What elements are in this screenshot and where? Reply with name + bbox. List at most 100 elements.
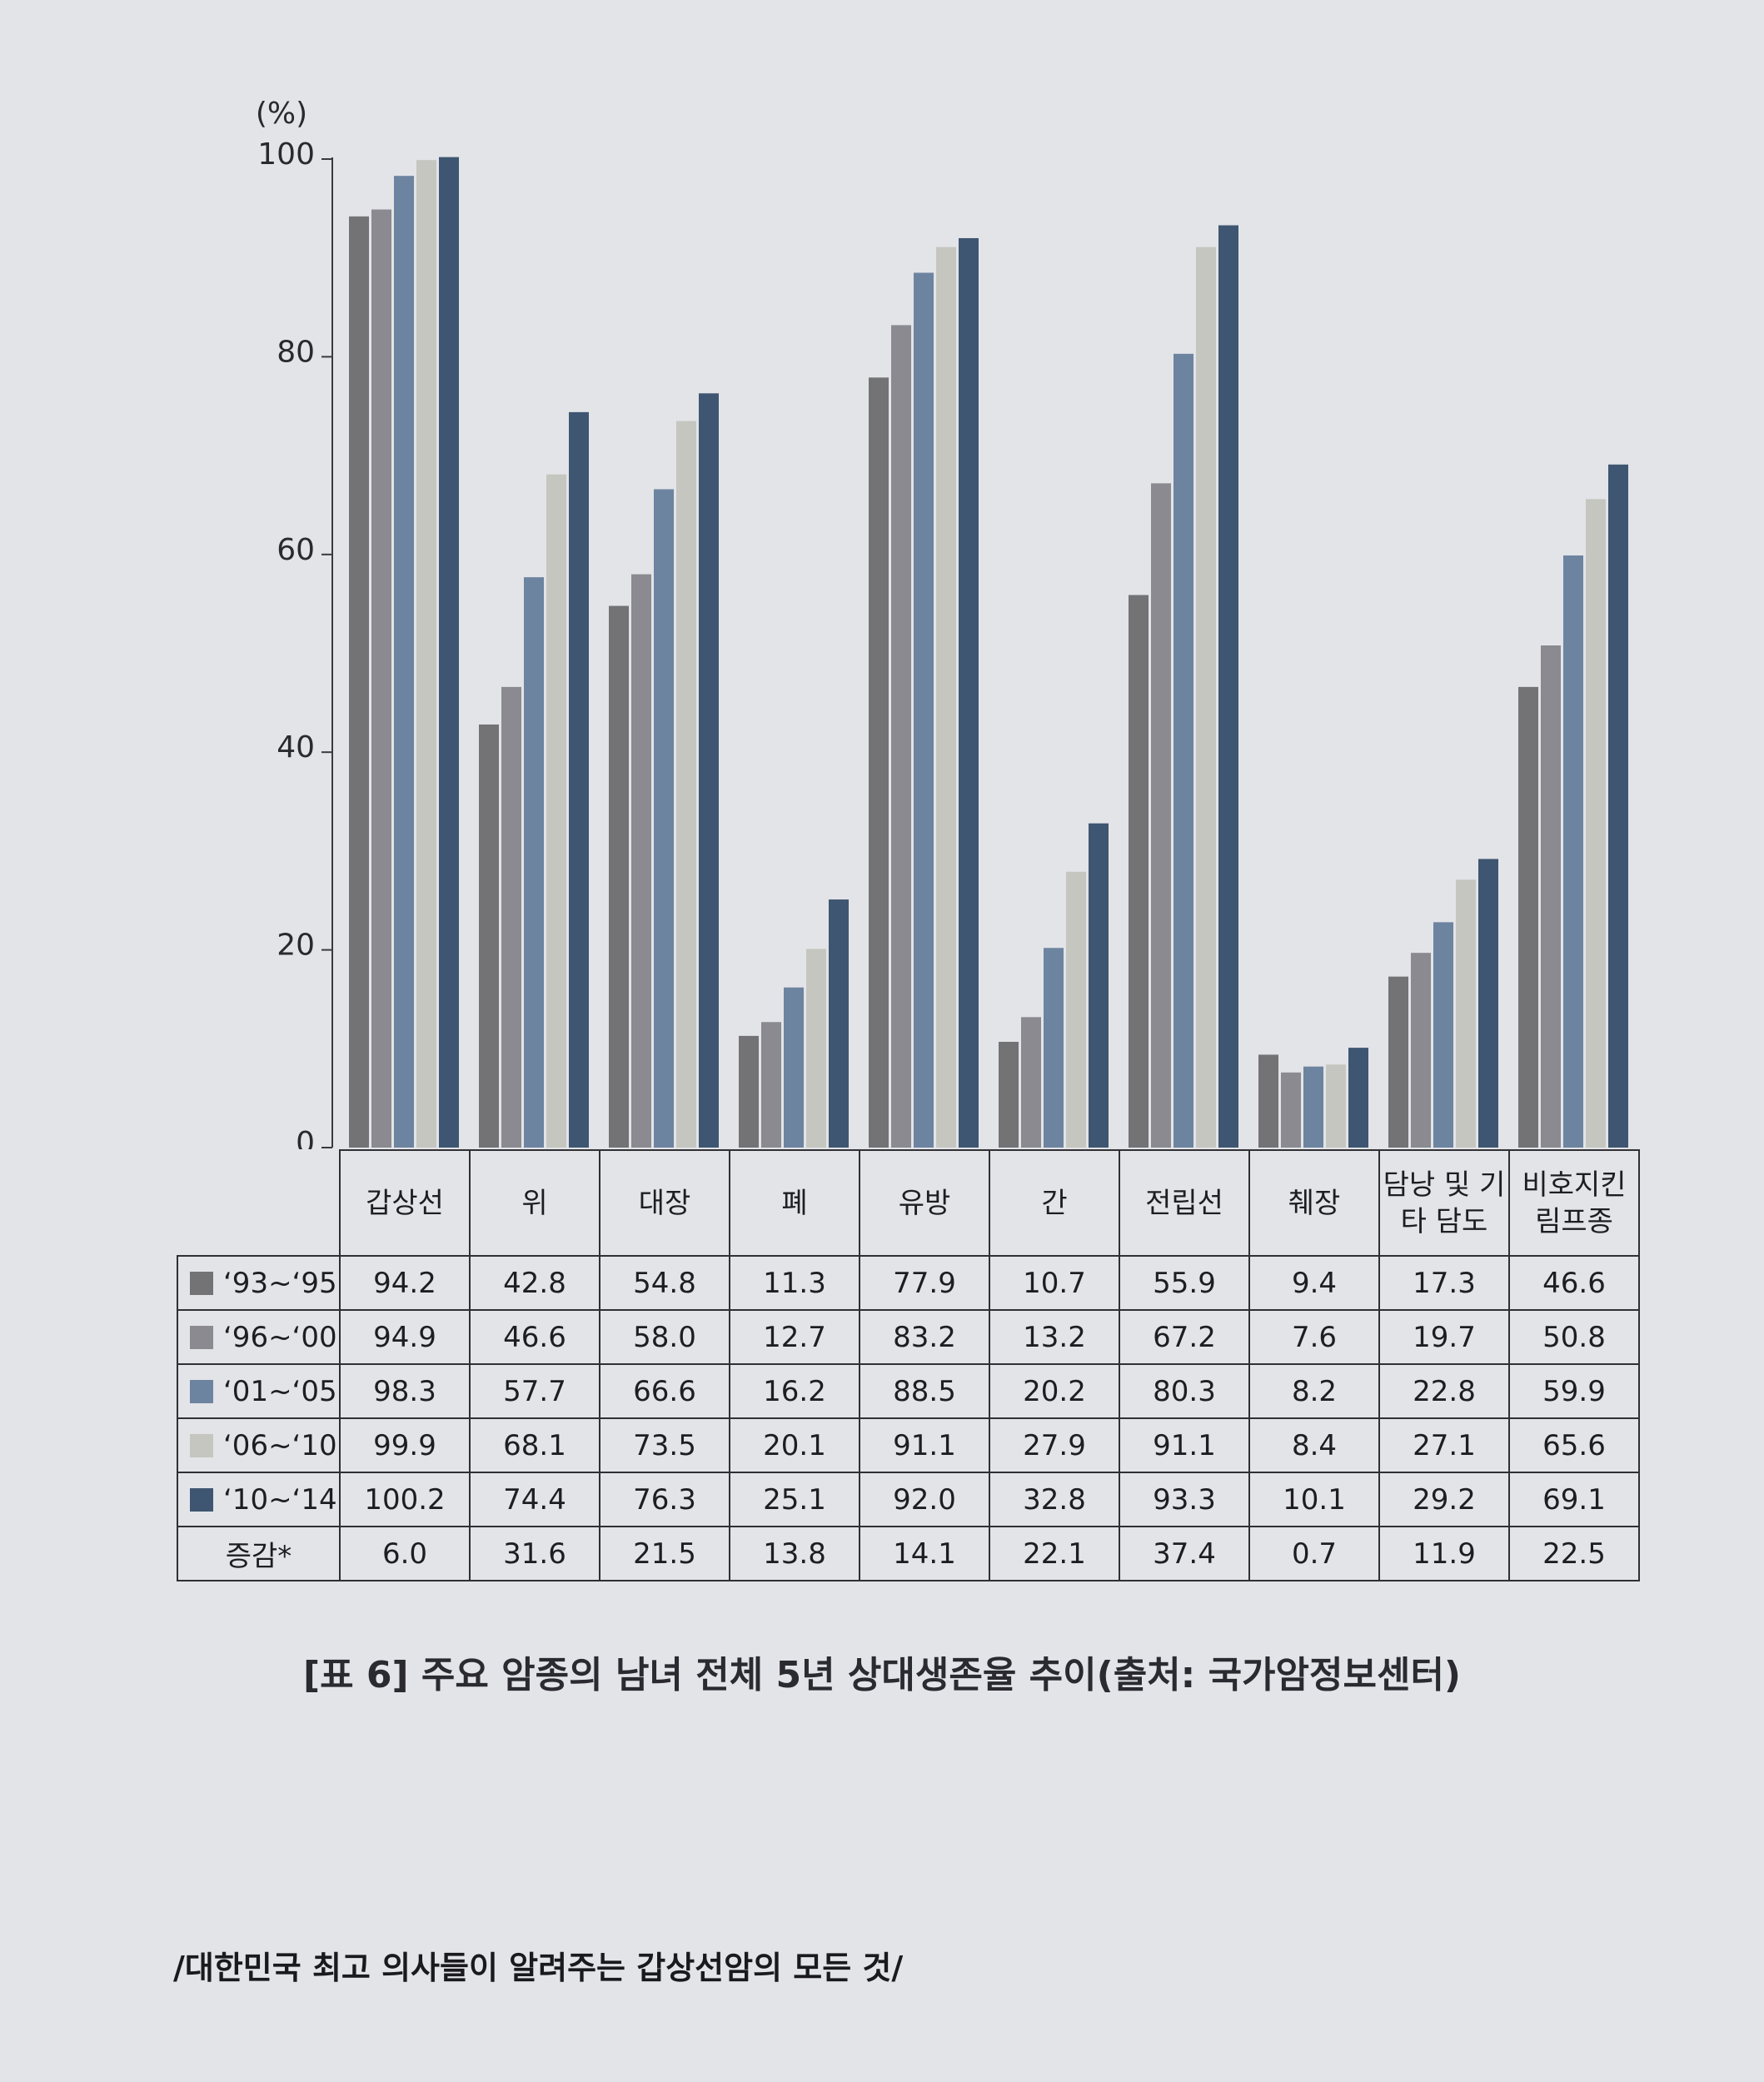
bar — [1456, 879, 1476, 1148]
bar — [761, 1022, 781, 1148]
value-cell: 46.6 — [1508, 1255, 1640, 1311]
bar — [1021, 1017, 1041, 1148]
bar — [1586, 499, 1606, 1148]
value-cell: 9.4 — [1248, 1255, 1380, 1311]
y-axis-label: (%) — [256, 97, 307, 131]
series-row: ‘06~‘10 99.9 68.1 73.5 20.1 91.1 27.9 91.1 8.4 27… — [177, 1417, 1640, 1473]
legend-swatch — [190, 1325, 213, 1349]
legend-swatch — [190, 1271, 213, 1295]
category-label: 폐 — [729, 1149, 860, 1257]
y-tick-label: 80 — [277, 335, 315, 369]
value-cell: 73.5 — [599, 1417, 730, 1473]
value-cell: 91.1 — [1119, 1417, 1250, 1473]
category-label: 갑상선 — [339, 1149, 471, 1257]
bar — [439, 157, 459, 1148]
value-cell: 27.9 — [989, 1417, 1120, 1473]
category-label: 대장 — [599, 1149, 730, 1257]
bar — [569, 411, 589, 1148]
value-cell: 32.8 — [989, 1472, 1120, 1527]
category-label: 위 — [469, 1149, 600, 1257]
value-cell: 46.6 — [469, 1309, 600, 1365]
change-cell: 22.1 — [989, 1526, 1120, 1581]
corner-cell — [177, 1150, 341, 1256]
bar — [936, 247, 956, 1148]
legend-swatch — [190, 1487, 213, 1512]
bar — [829, 899, 849, 1148]
value-cell: 67.2 — [1119, 1309, 1250, 1365]
bar — [1541, 645, 1561, 1148]
value-cell: 93.3 — [1119, 1472, 1250, 1527]
legend-label: ‘96~‘00 — [223, 1320, 337, 1354]
value-cell: 42.8 — [469, 1255, 600, 1311]
value-cell: 8.4 — [1248, 1417, 1380, 1473]
legend-cell: ‘10~‘14 — [177, 1472, 341, 1527]
bar — [1411, 953, 1431, 1148]
legend-label: ‘06~‘10 — [223, 1428, 337, 1462]
bar — [1151, 483, 1171, 1148]
legend-swatch — [190, 1379, 213, 1403]
value-cell: 20.1 — [729, 1417, 860, 1473]
change-cell: 11.9 — [1378, 1526, 1510, 1581]
y-tick-label: 60 — [277, 533, 315, 567]
legend-label: ‘01~‘05 — [223, 1374, 337, 1408]
bar — [524, 577, 544, 1148]
bar — [1218, 225, 1238, 1148]
legend-cell: ‘06~‘10 — [177, 1417, 341, 1473]
change-cell: 13.8 — [729, 1526, 860, 1581]
bar — [1326, 1064, 1346, 1148]
bar — [501, 686, 521, 1148]
value-cell: 92.0 — [859, 1472, 990, 1527]
bar — [654, 489, 674, 1148]
value-cell: 77.9 — [859, 1255, 990, 1311]
value-cell: 74.4 — [469, 1472, 600, 1527]
bar — [999, 1041, 1019, 1148]
bar — [1044, 948, 1064, 1148]
change-row: 증감* 6.0 31.6 21.5 13.8 14.1 22.1 37.4 0.7 11.9 22.… — [177, 1526, 1640, 1581]
bar — [869, 377, 889, 1148]
value-cell: 16.2 — [729, 1363, 860, 1419]
value-cell: 25.1 — [729, 1472, 860, 1527]
bar — [1258, 1054, 1278, 1148]
value-cell: 98.3 — [339, 1363, 471, 1419]
bar — [806, 949, 826, 1148]
bar — [394, 176, 414, 1148]
value-cell: 94.2 — [339, 1255, 471, 1311]
value-cell: 68.1 — [469, 1417, 600, 1473]
value-cell: 27.1 — [1378, 1417, 1510, 1473]
legend-label: ‘93~‘95 — [223, 1266, 337, 1300]
change-cell: 0.7 — [1248, 1526, 1380, 1581]
series-row: ‘93~‘95 94.2 42.8 54.8 11.3 77.9 10.7 55.9 9.4 17… — [177, 1255, 1640, 1311]
bar — [739, 1035, 759, 1148]
value-cell: 7.6 — [1248, 1309, 1380, 1365]
bar — [609, 605, 629, 1148]
value-cell: 83.2 — [859, 1309, 990, 1365]
bar — [1174, 353, 1193, 1148]
change-cell: 37.4 — [1119, 1526, 1250, 1581]
value-cell: 19.7 — [1378, 1309, 1510, 1365]
change-cell: 22.5 — [1508, 1526, 1640, 1581]
category-label: 비호지킨 림프종 — [1508, 1149, 1640, 1257]
series-row: ‘96~‘00 94.9 46.6 58.0 12.7 83.2 13.2 67.2 7.6 19… — [177, 1309, 1640, 1365]
value-cell: 80.3 — [1119, 1363, 1250, 1419]
bar — [1089, 823, 1109, 1148]
bar — [1196, 247, 1216, 1148]
bar — [1303, 1066, 1323, 1148]
bar — [349, 216, 369, 1148]
bar — [1518, 686, 1538, 1148]
value-cell: 99.9 — [339, 1417, 471, 1473]
bar — [1348, 1048, 1368, 1148]
category-label: 유방 — [859, 1149, 990, 1257]
change-cell: 21.5 — [599, 1526, 730, 1581]
category-label: 간 — [989, 1149, 1120, 1257]
caption: [표 6] 주요 암종의 남녀 전체 5년 상대생존율 추이(출처: 국가암정보… — [302, 1654, 1462, 1696]
value-cell: 54.8 — [599, 1255, 730, 1311]
change-cell: 14.1 — [859, 1526, 990, 1581]
bar — [546, 474, 566, 1148]
bar — [891, 325, 911, 1148]
value-cell: 22.8 — [1378, 1363, 1510, 1419]
legend-swatch — [190, 1433, 213, 1457]
y-tick-label: 100 — [257, 137, 315, 172]
change-cell: 6.0 — [339, 1526, 471, 1581]
bar — [1129, 595, 1149, 1148]
